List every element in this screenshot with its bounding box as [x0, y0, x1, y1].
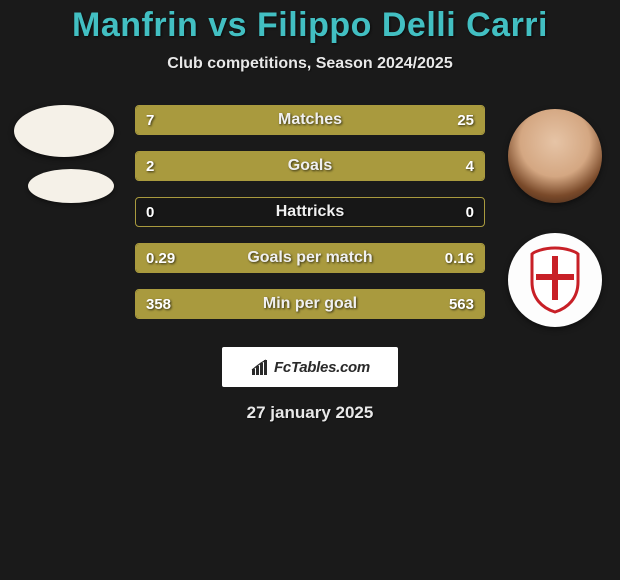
player-right-column	[490, 97, 620, 337]
stat-fill-right	[251, 152, 484, 180]
snapshot-date: 27 january 2025	[0, 403, 620, 423]
subtitle: Club competitions, Season 2024/2025	[0, 55, 620, 73]
player-left-avatar	[14, 105, 114, 157]
stats-bars: 725Matches24Goals00Hattricks0.290.16Goal…	[135, 105, 485, 335]
player-left-column	[0, 97, 130, 337]
stat-value-right: 4	[466, 152, 474, 180]
stat-value-right: 0.16	[445, 244, 474, 272]
player-right-avatar	[508, 109, 602, 203]
stat-value-right: 25	[457, 106, 474, 134]
page-title: Manfrin vs Filippo Delli Carri	[0, 6, 620, 45]
brand-badge[interactable]: FcTables.com	[222, 347, 398, 387]
stat-value-left: 0	[146, 198, 154, 226]
stat-value-left: 0.29	[146, 244, 175, 272]
player-right-club-badge	[508, 233, 602, 327]
stat-row: 0 0Hattricks	[135, 197, 485, 227]
chart-icon	[250, 357, 270, 377]
stat-row: 725Matches	[135, 105, 485, 135]
stat-fill-right	[213, 106, 484, 134]
comparison-content: 725Matches24Goals00Hattricks0.290.16Goal…	[0, 97, 620, 337]
stat-row: 358563Min per goal	[135, 289, 485, 319]
brand-text: FcTables.com	[274, 359, 370, 376]
stat-value-left: 2	[146, 152, 154, 180]
stat-value-left: 7	[146, 106, 154, 134]
stat-label: Hattricks	[136, 198, 484, 226]
stat-row: 0.290.16Goals per match	[135, 243, 485, 273]
stat-row: 24Goals	[135, 151, 485, 181]
club-shield-icon	[528, 246, 582, 314]
stat-value-right: 563	[449, 290, 474, 318]
stat-value-right: 0	[466, 198, 474, 226]
comparison-card: Manfrin vs Filippo Delli Carri Club comp…	[0, 0, 620, 423]
stat-value-left: 358	[146, 290, 171, 318]
player-left-club-badge	[28, 169, 114, 203]
